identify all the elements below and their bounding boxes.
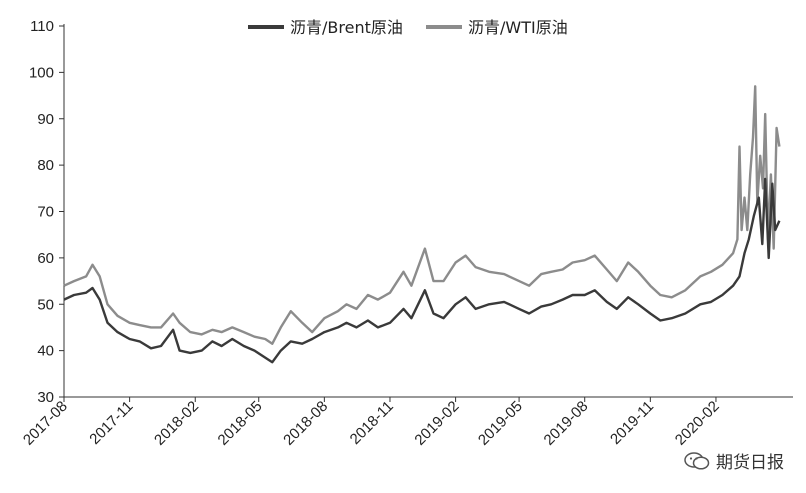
x-tick-label: 2020-02 xyxy=(672,398,723,449)
watermark-text: 期货日报 xyxy=(716,453,784,473)
x-tick-label: 2018-11 xyxy=(347,398,397,448)
y-tick-label: 110 xyxy=(30,18,54,35)
y-tick-label: 60 xyxy=(37,250,54,267)
y-tick-label: 30 xyxy=(37,389,54,406)
x-tick-label: 2019-08 xyxy=(541,398,592,449)
wechat-icon xyxy=(684,451,710,470)
x-tick-label: 2019-02 xyxy=(411,398,462,449)
x-tick-label: 2018-05 xyxy=(215,398,266,449)
y-tick-label: 80 xyxy=(37,157,54,174)
y-tick-label: 70 xyxy=(37,204,54,221)
x-tick-label: 2017-11 xyxy=(86,398,136,448)
series-line-brent xyxy=(63,177,781,364)
x-tick-label: 2019-11 xyxy=(607,398,657,448)
x-tick-label: 2018-02 xyxy=(151,398,202,449)
y-tick-label: 100 xyxy=(29,64,54,81)
x-tick-label: 2019-05 xyxy=(475,398,526,449)
watermark: 期货日报 xyxy=(684,448,784,473)
y-tick-label: 50 xyxy=(37,296,54,313)
y-tick-label: 90 xyxy=(37,111,54,128)
legend-label: 沥青/WTI原油 xyxy=(468,18,568,37)
y-tick-label: 40 xyxy=(37,343,54,360)
x-tick-label: 2018-08 xyxy=(280,398,331,449)
series-layer xyxy=(63,85,781,364)
legend: 沥青/Brent原油 沥青/WTI原油 xyxy=(248,18,568,37)
series-line-wti xyxy=(63,85,781,345)
legend-label: 沥青/Brent原油 xyxy=(290,18,403,37)
